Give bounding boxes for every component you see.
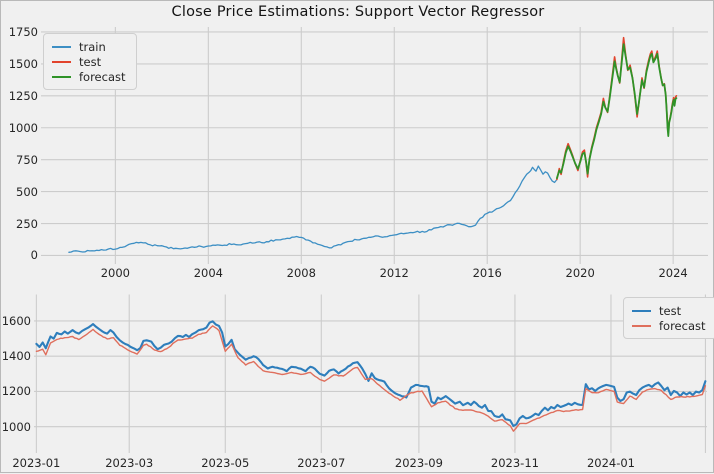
forecast-line-swatch xyxy=(52,75,71,78)
x-tick-label: 2024-01 xyxy=(586,455,635,470)
test-line xyxy=(35,320,707,428)
train-line xyxy=(68,165,558,253)
x-tick-label: 2012 xyxy=(379,265,409,280)
x-tick-label: 2023-11 xyxy=(490,455,539,470)
x-tick-label: 2023-07 xyxy=(297,455,346,470)
legend-item-test: test xyxy=(632,303,706,318)
x-tick-label: 2023-05 xyxy=(201,455,250,470)
forecast-line-swatch xyxy=(632,324,651,327)
page-title: Close Price Estimations: Support Vector … xyxy=(171,4,545,20)
x-tick-label: 2008 xyxy=(286,265,316,280)
y-tick-label: 1750 xyxy=(8,24,38,39)
data-series xyxy=(35,36,707,432)
x-tick-label: 2023-01 xyxy=(12,455,61,470)
legend-item-train: train xyxy=(52,39,126,54)
forecast-line xyxy=(556,43,678,180)
legend-top: train test forecast xyxy=(43,33,137,90)
y-tick-label: 0 xyxy=(30,248,38,263)
forecast-line xyxy=(35,325,707,432)
y-tick-label: 1000 xyxy=(8,120,38,135)
y-tick-label: 500 xyxy=(16,184,38,199)
x-tick-label: 2023-03 xyxy=(105,455,154,470)
legend-bottom: test forecast xyxy=(623,297,714,339)
y-tick-label: 750 xyxy=(16,152,38,167)
legend-label-test: test xyxy=(659,303,682,318)
x-tick-label: 2000 xyxy=(100,265,130,280)
legend-item-test: test xyxy=(52,54,126,69)
y-tick-label: 1200 xyxy=(1,384,31,399)
x-tick-label: 2020 xyxy=(565,265,595,280)
y-tick-label: 1000 xyxy=(1,419,31,434)
x-tick-label: 2023-09 xyxy=(394,455,443,470)
y-tick-label: 1250 xyxy=(8,88,38,103)
x-tick-label: 2024 xyxy=(658,265,688,280)
legend-item-forecast: forecast xyxy=(632,318,706,333)
x-tick-label: 2004 xyxy=(193,265,223,280)
x-tick-label: 2016 xyxy=(472,265,502,280)
legend-label-forecast: forecast xyxy=(659,318,706,333)
y-tick-label: 1400 xyxy=(1,349,31,364)
y-tick-label: 250 xyxy=(16,216,38,231)
legend-label-train: train xyxy=(79,39,106,54)
legend-item-forecast: forecast xyxy=(52,69,126,84)
y-tick-label: 1600 xyxy=(1,313,31,328)
train-line-swatch xyxy=(52,45,71,48)
legend-label-test: test xyxy=(79,54,102,69)
legend-label-forecast: forecast xyxy=(79,69,126,84)
test-line-swatch xyxy=(632,309,651,312)
y-tick-label: 1500 xyxy=(8,56,38,71)
test-line-swatch xyxy=(52,60,71,63)
